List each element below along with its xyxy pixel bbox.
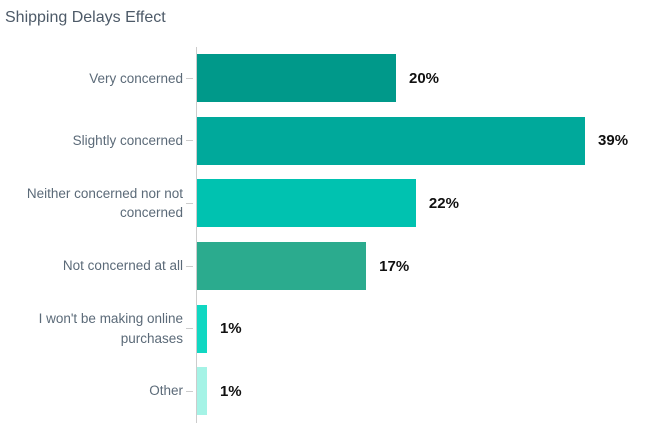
value-label: 22% [428, 194, 459, 212]
value-label: 20% [409, 69, 440, 87]
value-label: 17% [379, 257, 410, 275]
bar-row: Very concerned 20% [0, 47, 669, 110]
chart-title: Shipping Delays Effect [5, 9, 166, 26]
bar-track: 22% [197, 179, 669, 228]
value-label: 1% [219, 320, 242, 338]
category-label: Not concerned at all [62, 258, 183, 274]
category-label: Neither concerned nor not concerned [26, 185, 183, 221]
value-label: 1% [219, 382, 242, 400]
bar-row: Other 1% [0, 360, 669, 423]
bar-track: 1% [197, 304, 669, 353]
plot-area: Very concerned 20% Slightly concerned 39… [0, 47, 669, 423]
bar [197, 179, 416, 228]
bar [197, 116, 586, 165]
axis-tick [186, 265, 193, 267]
bar-row: I won't be making online purchases 1% [0, 297, 669, 360]
bar-row: Neither concerned nor not concerned 22% [0, 172, 669, 235]
bar-row: Not concerned at all 17% [0, 235, 669, 298]
axis-tick [186, 390, 193, 392]
bar-track: 39% [197, 116, 669, 165]
category-label: Slightly concerned [72, 133, 183, 149]
bar-row: Slightly concerned 39% [0, 110, 669, 173]
bar [197, 242, 367, 291]
bar-track: 20% [197, 54, 669, 103]
bar [197, 54, 396, 103]
axis-tick [186, 140, 193, 142]
bar [197, 367, 207, 416]
axis-tick [186, 328, 193, 330]
category-label: Very concerned [89, 70, 183, 86]
y-axis-line [196, 47, 197, 423]
bar-track: 17% [197, 242, 669, 291]
bar-track: 1% [197, 367, 669, 416]
axis-tick [186, 77, 193, 79]
bar [197, 304, 207, 353]
category-label: Other [149, 383, 183, 399]
value-label: 39% [598, 132, 629, 150]
category-label: I won't be making online purchases [38, 311, 183, 346]
axis-tick [186, 202, 193, 204]
